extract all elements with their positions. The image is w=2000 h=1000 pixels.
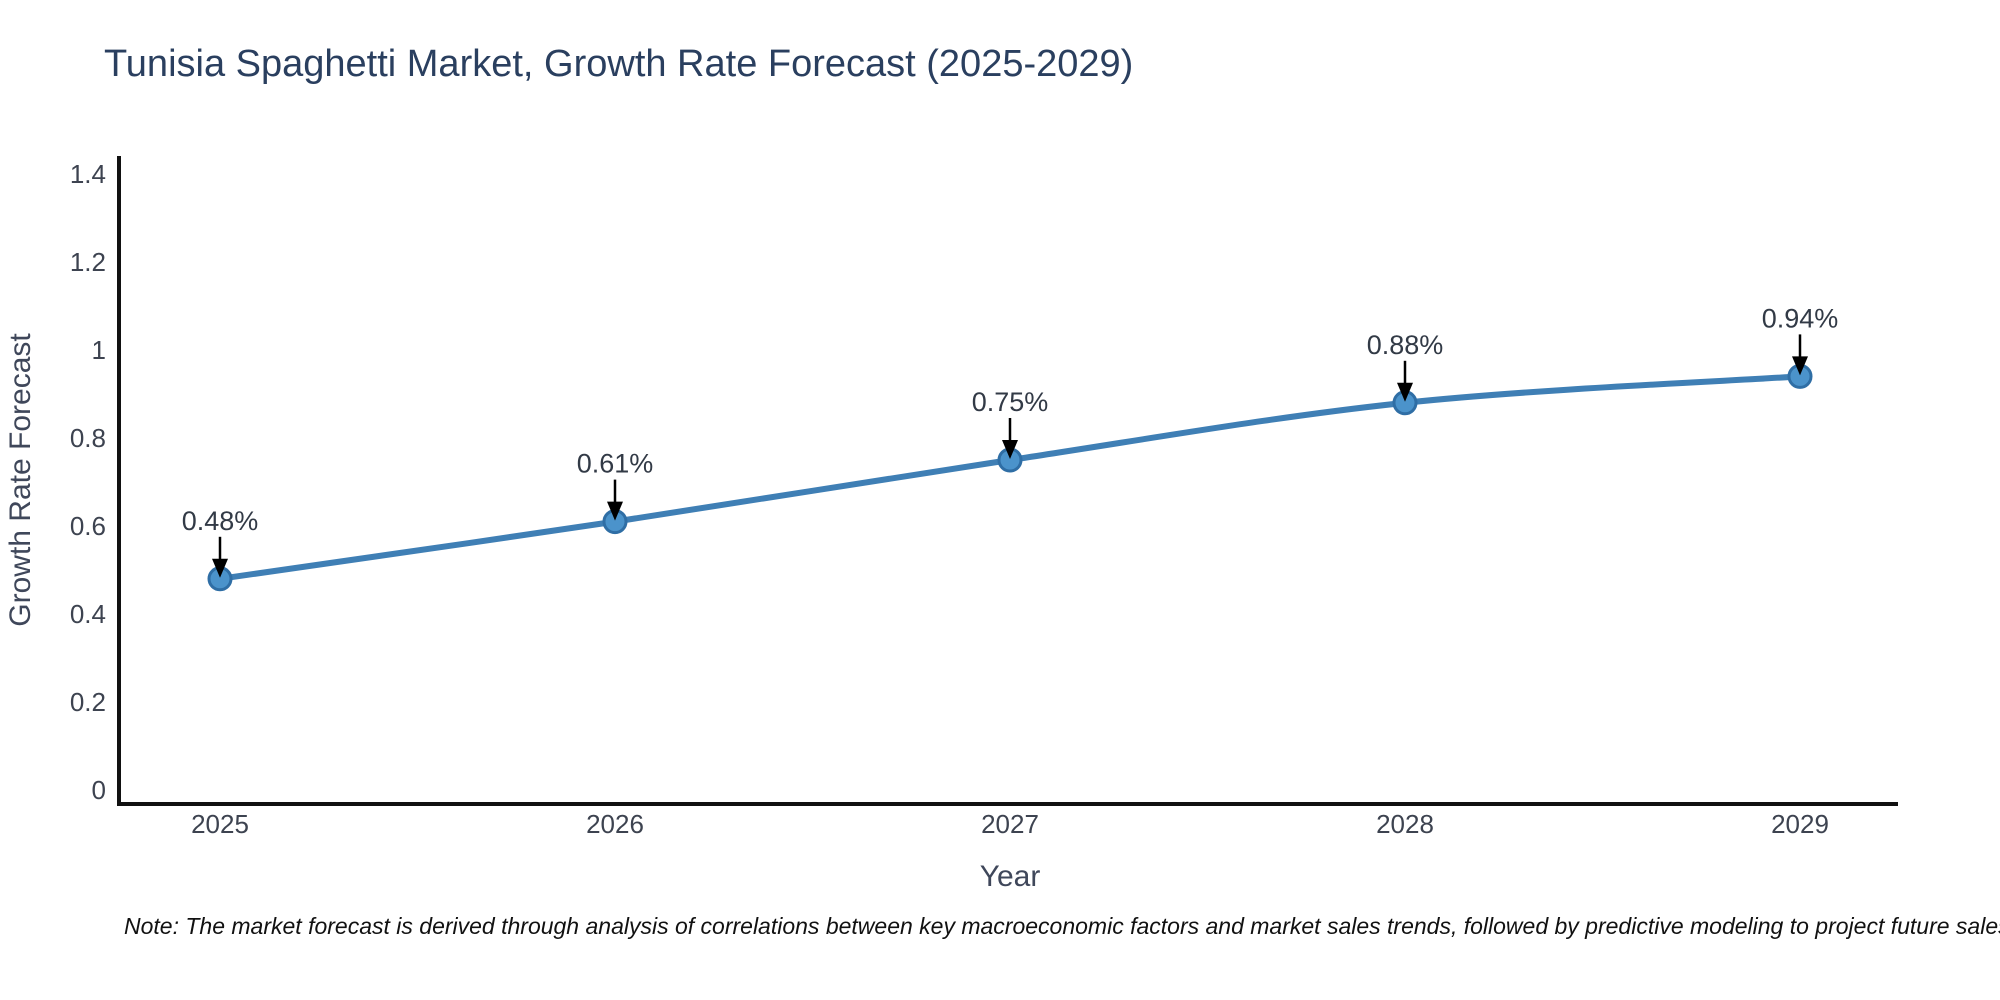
y-tick-label: 0.2 — [70, 687, 106, 717]
y-tick-label: 0.4 — [70, 599, 106, 629]
x-axis-title: Year — [980, 860, 1041, 893]
note-text: Note: The market forecast is derived thr… — [124, 913, 2000, 939]
y-tick-label: 1.2 — [70, 247, 106, 277]
annotation-arrow-head — [1397, 382, 1413, 402]
point-annotations: 0.48% 0.61% 0.75% 0.88% 0.94% — [182, 303, 1839, 578]
x-tick-labels: 2025 2026 2027 2028 2029 — [191, 809, 1829, 839]
y-tick-label: 1 — [92, 335, 106, 365]
annotation-arrow-head — [1002, 440, 1018, 459]
x-tick-label: 2028 — [1376, 809, 1434, 839]
y-axis-title: Growth Rate Forecast — [4, 333, 37, 627]
x-tick-label: 2027 — [981, 809, 1039, 839]
x-tick-label: 2026 — [586, 809, 644, 839]
x-tick-label: 2029 — [1771, 809, 1829, 839]
x-tick-label: 2025 — [191, 809, 249, 839]
y-tick-labels: 0 0.2 0.4 0.6 0.8 1 1.2 1.4 — [70, 159, 106, 805]
y-tick-label: 0 — [92, 775, 106, 805]
annotation-label: 0.94% — [1762, 303, 1839, 333]
annotation-label: 0.88% — [1367, 330, 1444, 360]
annotation-arrow-head — [1792, 356, 1808, 376]
annotation-label: 0.75% — [972, 387, 1049, 417]
annotation-label: 0.48% — [182, 506, 259, 536]
y-tick-label: 1.4 — [70, 159, 106, 189]
annotation-arrow-head — [607, 501, 623, 521]
annotation-label: 0.61% — [577, 449, 654, 479]
y-tick-label: 0.6 — [70, 511, 106, 541]
annotation-arrow-head — [212, 558, 228, 578]
chart-title: Tunisia Spaghetti Market, Growth Rate Fo… — [104, 43, 1134, 85]
y-tick-label: 0.8 — [70, 423, 106, 453]
